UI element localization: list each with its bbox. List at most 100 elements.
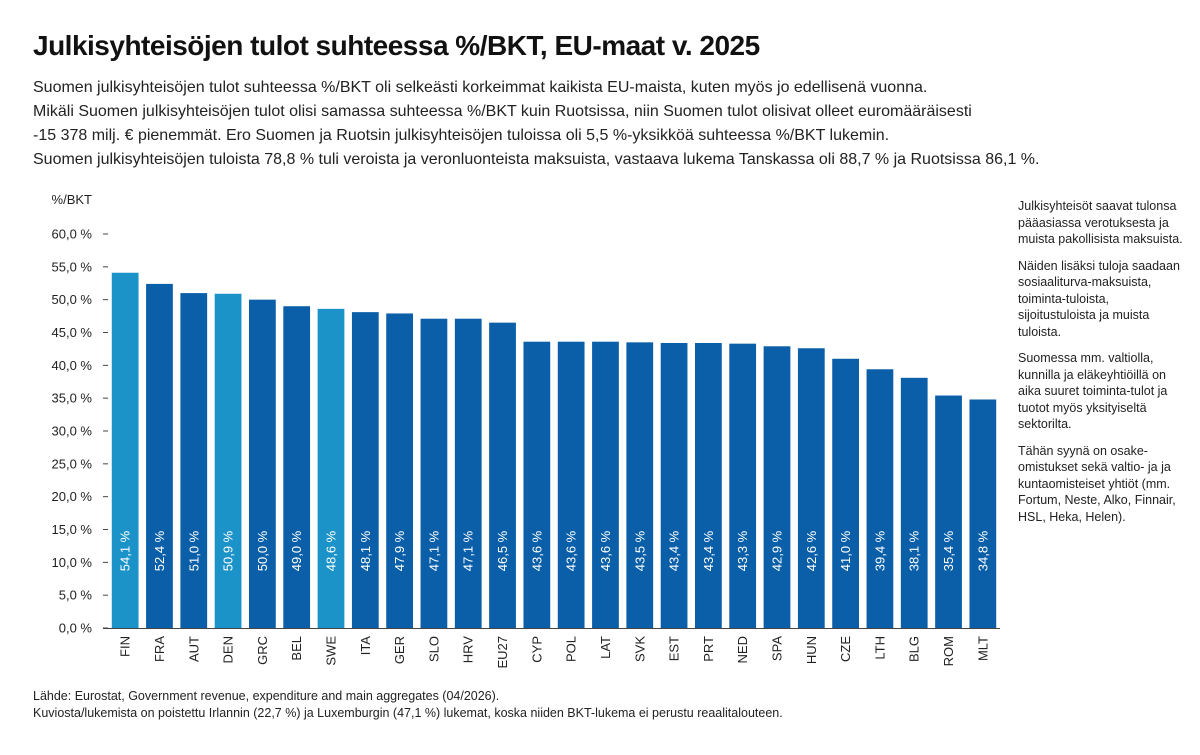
side-note: Suomessa mm. valtiolla, kunnilla ja eläk…	[1018, 351, 1168, 431]
intro-line: Suomen julkisyhteisöjen tulot suhteessa …	[33, 79, 928, 96]
value-label: 41,0 %	[838, 530, 853, 571]
intro-line: -15 378 milj. € pienemmät. Ero Suomen ja…	[33, 127, 890, 144]
y-tick-label: 60,0 %	[52, 227, 93, 242]
y-tick-label: 25,0 %	[52, 456, 93, 471]
bar-chart: %/BKT 0,0 % 5,0 % 10,0 % 15,0 % 20,0 % 25,0 %…	[52, 192, 1000, 669]
value-label: 43,6 %	[598, 530, 613, 571]
bars: 54,1 % 52,4 % 51,0 % 50,9 % 50,0 % 49,0 % 48,6…	[111, 272, 997, 628]
bar-est	[660, 343, 688, 628]
bar-svk	[626, 342, 654, 628]
x-axis-labels: FIN FRA AUT DEN GRC BEL SWE ITA GER SLO HRV EU27 CYP…	[118, 636, 991, 669]
value-label: 47,1 %	[461, 530, 476, 571]
bar-blg	[900, 377, 928, 628]
y-tick-label: 55,0 %	[52, 259, 93, 274]
category-label: AUT	[186, 636, 201, 662]
category-label: SPA	[770, 636, 785, 661]
value-label: 43,6 %	[564, 530, 579, 571]
bar-fra	[146, 283, 173, 628]
category-label: DEN	[221, 636, 236, 663]
category-label: HUN	[804, 636, 819, 664]
bar-pol	[557, 341, 585, 628]
bar-aut	[180, 293, 208, 628]
bar-eu27	[489, 322, 516, 628]
footer: Lähde: Eurostat, Government revenue, exp…	[33, 688, 783, 722]
y-tick-label: 40,0 %	[52, 358, 93, 373]
bar-grc	[249, 299, 276, 628]
value-label: 46,5 %	[495, 530, 510, 571]
category-label: FRA	[152, 636, 167, 662]
value-label: 48,1 %	[358, 530, 373, 571]
category-label: SVK	[632, 636, 647, 662]
value-label: 43,5 %	[632, 530, 647, 571]
bar-rom	[935, 395, 962, 628]
bar-ned	[729, 343, 757, 628]
category-label: POL	[564, 636, 579, 662]
side-note: Julkisyhteisöt saavat tulonsa pääasiassa…	[1018, 199, 1183, 246]
value-label: 47,1 %	[426, 530, 441, 571]
bar-fin	[111, 272, 139, 628]
category-label: SWE	[324, 636, 339, 666]
category-label: HRV	[461, 636, 476, 664]
bar-swe	[317, 308, 345, 628]
value-label: 42,6 %	[804, 530, 819, 571]
value-label: 47,9 %	[392, 530, 407, 571]
value-label: 42,9 %	[770, 530, 785, 571]
category-label: PRT	[701, 636, 716, 662]
side-notes: Julkisyhteisöt saavat tulonsa pääasiassa…	[1018, 198, 1190, 535]
side-note: Tähän syynä on osake-omistukset sekä val…	[1018, 443, 1176, 524]
category-label: FIN	[118, 636, 133, 657]
exclusion-note: Kuviosta/lukemista on poistettu Irlannin…	[33, 706, 783, 720]
bar-ger	[386, 313, 413, 628]
bar-den	[214, 293, 242, 628]
category-label: EST	[667, 636, 682, 661]
y-tick-label: 20,0 %	[52, 489, 93, 504]
value-label: 34,8 %	[975, 530, 990, 571]
y-tick-label: 35,0 %	[52, 391, 93, 406]
value-label: 54,1 %	[118, 530, 133, 571]
value-label: 35,4 %	[941, 530, 956, 571]
category-label: CYP	[529, 636, 544, 663]
bar-lth	[866, 369, 894, 628]
y-tick-label: 10,0 %	[52, 555, 93, 570]
y-axis-label: %/BKT	[52, 192, 93, 207]
y-tick-label: 5,0 %	[59, 588, 93, 603]
intro-line: Mikäli Suomen julkisyhteisöjen tulot oli…	[33, 103, 972, 120]
category-label: CZE	[838, 636, 853, 662]
value-label: 50,0 %	[255, 530, 270, 571]
category-label: ROM	[941, 636, 956, 666]
y-tick-label: 0,0 %	[59, 621, 93, 636]
value-label: 49,0 %	[289, 530, 304, 571]
value-label: 50,9 %	[221, 530, 236, 571]
y-tick-label: 50,0 %	[52, 292, 93, 307]
bar-spa	[763, 346, 791, 628]
y-tick-label: 45,0 %	[52, 325, 93, 340]
bar-mlt	[969, 399, 997, 628]
category-label: GRC	[255, 636, 270, 665]
y-tick-label: 30,0 %	[52, 424, 93, 439]
side-note: Näiden lisäksi tuloja saadaan sosiaalitu…	[1018, 258, 1180, 339]
bar-cyp	[523, 341, 551, 628]
bar-hun	[797, 348, 825, 628]
value-label: 48,6 %	[324, 530, 339, 571]
value-label: 43,4 %	[667, 530, 682, 571]
bar-bel	[283, 306, 311, 628]
value-label: 43,3 %	[735, 530, 750, 571]
bar-ita	[351, 312, 379, 628]
source-note: Lähde: Eurostat, Government revenue, exp…	[33, 689, 500, 703]
bar-lat	[592, 341, 619, 628]
y-tick-label: 15,0 %	[52, 522, 93, 537]
y-axis: 0,0 % 5,0 % 10,0 % 15,0 % 20,0 % 25,0 % 30,0 %…	[52, 227, 108, 636]
category-label: MLT	[975, 636, 990, 661]
bar-slo	[420, 318, 448, 628]
intro-line: Suomen julkisyhteisöjen tuloista 78,8 % …	[33, 151, 1040, 168]
category-label: ITA	[358, 636, 373, 656]
value-label: 39,4 %	[872, 530, 887, 571]
category-label: LTH	[872, 636, 887, 660]
value-label: 43,4 %	[701, 530, 716, 571]
bar-prt	[695, 343, 722, 628]
bar-cze	[832, 358, 859, 628]
category-label: BLG	[907, 636, 922, 662]
category-label: NED	[735, 636, 750, 663]
category-label: LAT	[598, 636, 613, 659]
intro-text: Suomen julkisyhteisöjen tulot suhteessa …	[33, 76, 1183, 172]
